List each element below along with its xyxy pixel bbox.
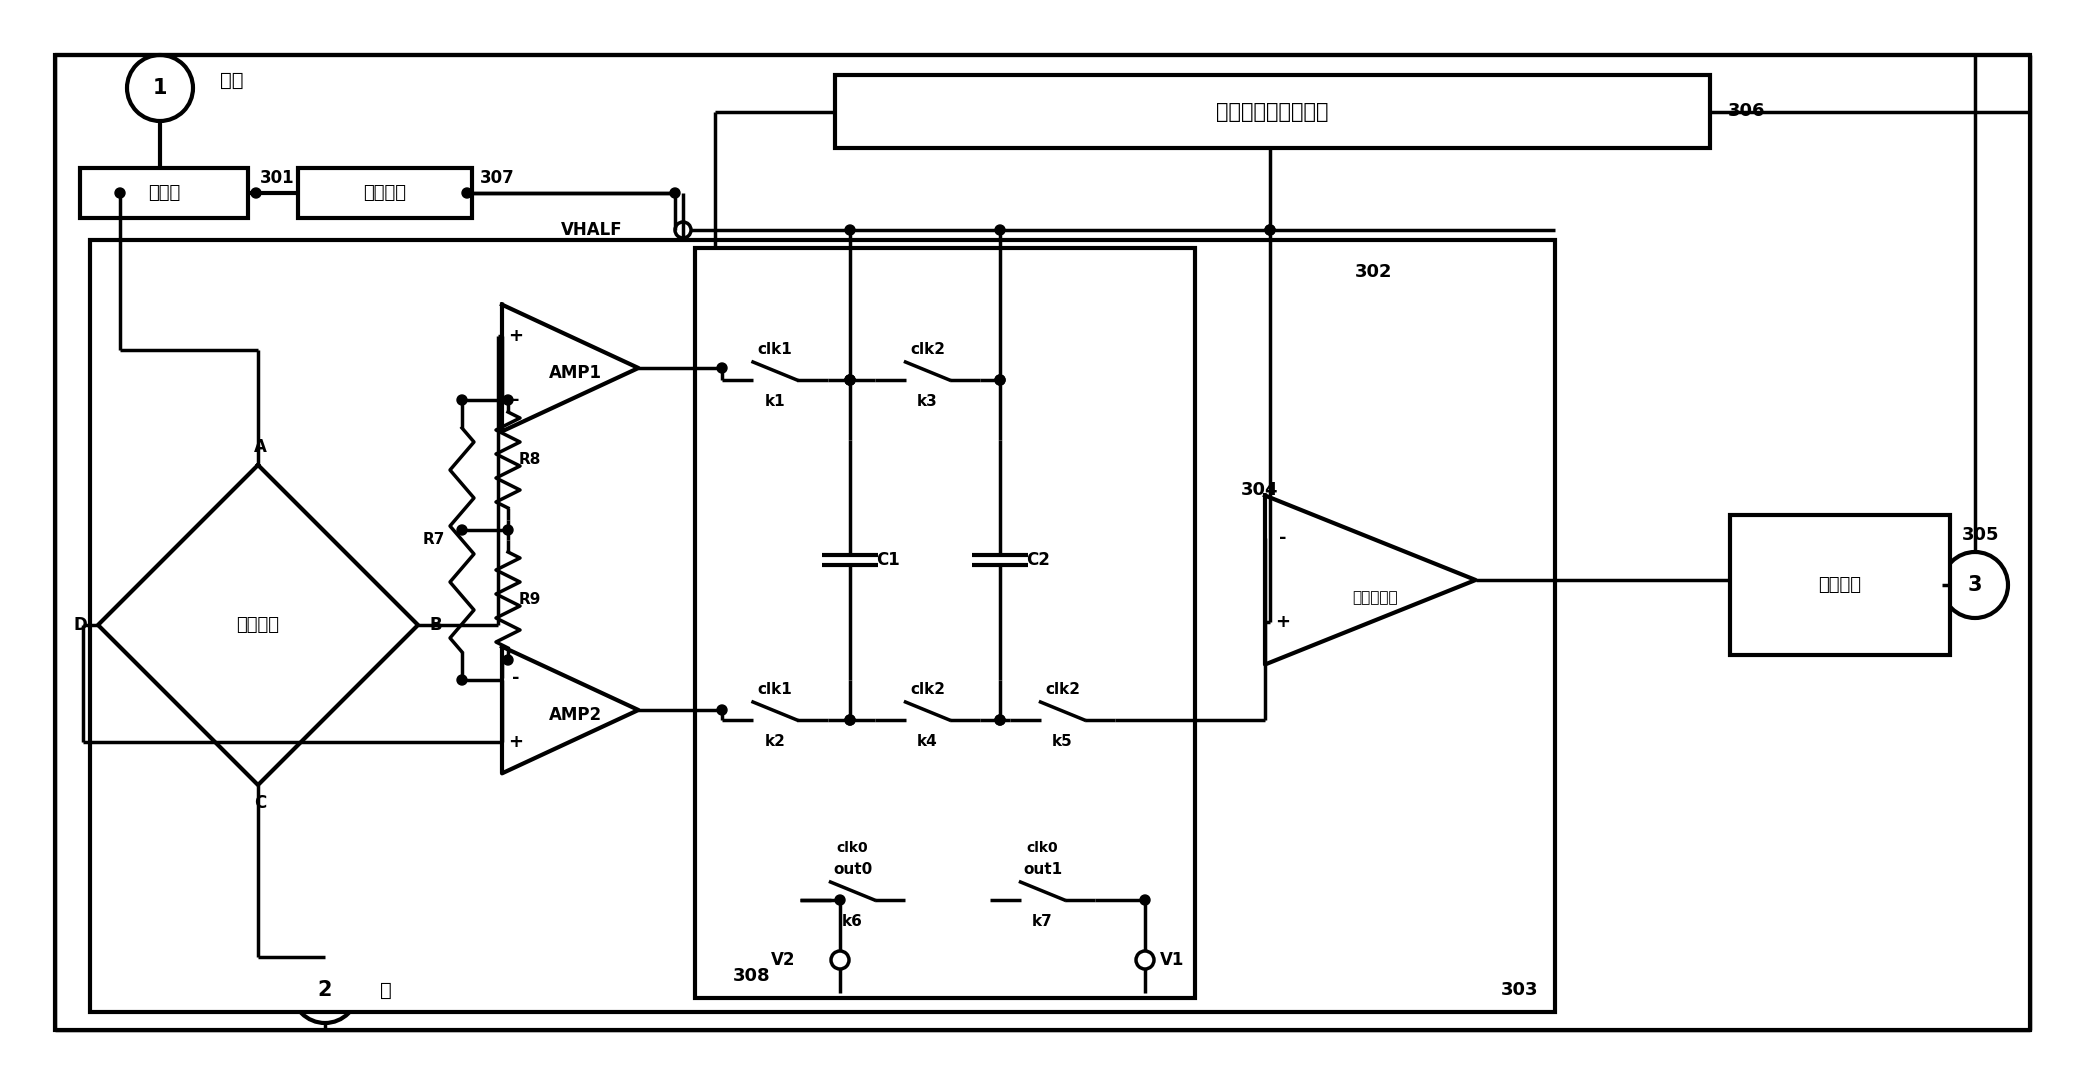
- Circle shape: [716, 705, 727, 714]
- Text: C: C: [253, 794, 266, 812]
- Bar: [835, 75, 1711, 148]
- Circle shape: [994, 376, 1005, 385]
- Circle shape: [716, 363, 727, 373]
- Text: 霏尔薄片: 霏尔薄片: [237, 615, 280, 634]
- Text: 电源: 电源: [220, 71, 243, 89]
- Text: A: A: [253, 438, 266, 456]
- Text: clk2: clk2: [909, 682, 945, 697]
- Text: -: -: [1279, 529, 1287, 548]
- Text: out0: out0: [832, 863, 872, 878]
- Circle shape: [457, 395, 467, 405]
- Text: 306: 306: [1727, 102, 1765, 121]
- Text: D: D: [73, 615, 87, 634]
- Text: R7: R7: [424, 533, 444, 548]
- Circle shape: [502, 655, 513, 665]
- Text: R9: R9: [519, 593, 542, 608]
- Text: clk1: clk1: [758, 682, 793, 697]
- Text: C2: C2: [1026, 551, 1050, 569]
- Text: 2: 2: [318, 980, 332, 1000]
- Text: -: -: [513, 391, 519, 409]
- Circle shape: [502, 395, 513, 405]
- Circle shape: [502, 525, 513, 535]
- Circle shape: [251, 188, 262, 198]
- Text: clk2: clk2: [909, 342, 945, 357]
- Text: R8: R8: [519, 453, 542, 467]
- Text: 302: 302: [1356, 263, 1393, 281]
- Circle shape: [845, 714, 855, 725]
- Text: k2: k2: [764, 735, 785, 750]
- Circle shape: [994, 714, 1005, 725]
- Text: -: -: [513, 669, 519, 688]
- Circle shape: [845, 376, 855, 385]
- Circle shape: [845, 225, 855, 235]
- Text: out1: out1: [1023, 863, 1063, 878]
- Bar: [695, 247, 1196, 999]
- Text: AMP1: AMP1: [548, 364, 602, 382]
- Text: k7: k7: [1032, 915, 1053, 930]
- Text: clk0: clk0: [837, 841, 868, 855]
- Text: 输出锁存: 输出锁存: [1819, 576, 1862, 594]
- Text: k1: k1: [764, 395, 785, 410]
- Text: 电压偏置: 电压偏置: [363, 184, 407, 202]
- Circle shape: [994, 714, 1005, 725]
- Circle shape: [994, 376, 1005, 385]
- Text: 时钟信号与逻辑控制: 时钟信号与逻辑控制: [1217, 101, 1329, 122]
- Text: 303: 303: [1501, 981, 1538, 999]
- Text: 1: 1: [154, 77, 168, 98]
- Circle shape: [463, 188, 471, 198]
- Circle shape: [1140, 895, 1150, 905]
- Text: +: +: [509, 327, 523, 345]
- Circle shape: [457, 525, 467, 535]
- Text: k5: k5: [1053, 735, 1073, 750]
- Text: k6: k6: [843, 915, 864, 930]
- Text: B: B: [430, 615, 442, 634]
- Circle shape: [994, 225, 1005, 235]
- Text: VHALF: VHALF: [561, 221, 623, 239]
- Text: AMP2: AMP2: [548, 706, 602, 724]
- Text: 地: 地: [380, 980, 392, 1000]
- Circle shape: [845, 376, 855, 385]
- Text: clk2: clk2: [1044, 682, 1080, 697]
- Text: C1: C1: [876, 551, 899, 569]
- Text: 301: 301: [260, 169, 295, 187]
- Circle shape: [671, 188, 681, 198]
- Text: V2: V2: [770, 951, 795, 969]
- Text: k4: k4: [918, 735, 938, 750]
- Text: clk1: clk1: [758, 342, 793, 357]
- Text: 3: 3: [1968, 575, 1983, 595]
- Text: 迟滙比较器: 迟滙比较器: [1351, 591, 1397, 606]
- Bar: [81, 168, 247, 218]
- Bar: [89, 240, 1555, 1013]
- Circle shape: [114, 188, 125, 198]
- Text: 307: 307: [480, 169, 515, 187]
- Text: 308: 308: [733, 967, 770, 985]
- Circle shape: [1264, 225, 1275, 235]
- Text: +: +: [509, 733, 523, 751]
- Circle shape: [845, 376, 855, 385]
- Text: clk0: clk0: [1028, 841, 1059, 855]
- Text: 稳压器: 稳压器: [147, 184, 181, 202]
- Text: 305: 305: [1962, 526, 1999, 544]
- Bar: [299, 168, 471, 218]
- Bar: [1729, 515, 1949, 655]
- Circle shape: [845, 714, 855, 725]
- Text: k3: k3: [918, 395, 938, 410]
- Circle shape: [457, 675, 467, 685]
- Text: 304: 304: [1241, 481, 1279, 499]
- Circle shape: [835, 895, 845, 905]
- Text: +: +: [1275, 612, 1291, 631]
- Text: V1: V1: [1160, 951, 1185, 969]
- Circle shape: [1264, 225, 1275, 235]
